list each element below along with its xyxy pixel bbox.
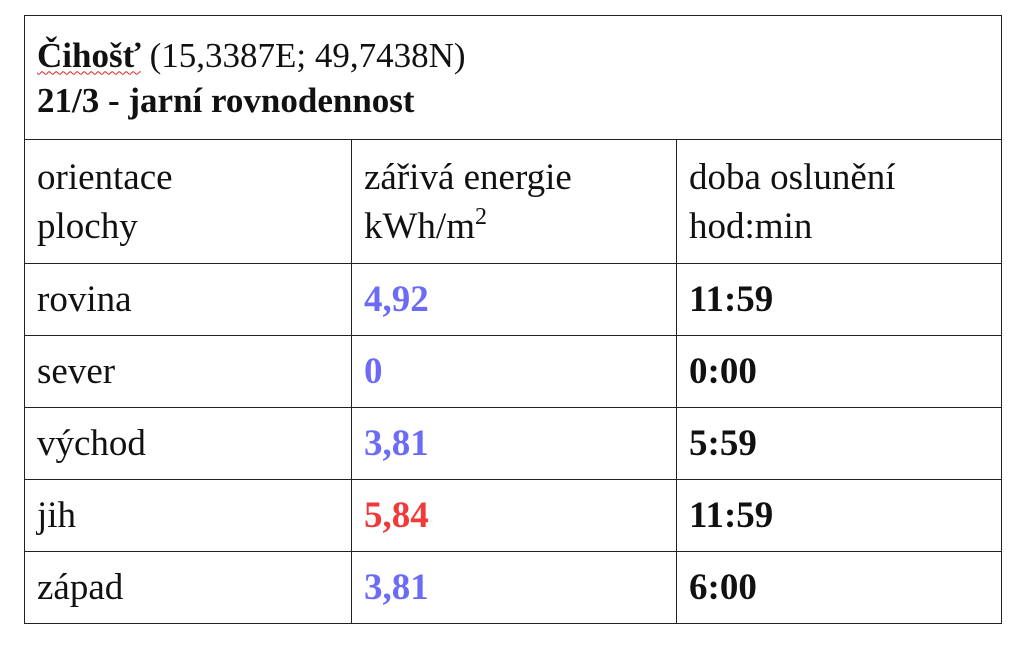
header-text: kWh/m xyxy=(364,205,475,247)
header-cell: zářivá energie kWh/m2 xyxy=(351,139,677,264)
header-text: zářivá energie xyxy=(364,156,572,198)
title-row: Čihošť (15,3387E; 49,7438N) 21/3 - jarní… xyxy=(23,15,1003,140)
superscript: 2 xyxy=(474,203,487,230)
coordinates: (15,3387E; 49,7438N) xyxy=(149,35,466,75)
title-cell: Čihošť (15,3387E; 49,7438N) 21/3 - jarní… xyxy=(23,15,1003,140)
data-row: východ 3,81 5:59 xyxy=(24,407,1003,480)
energy-cell: 3,81 xyxy=(351,551,677,624)
data-row: jih 5,84 11:59 xyxy=(24,479,1003,552)
header-cell: doba oslunění hod:min xyxy=(675,139,1003,264)
orientation-cell: sever xyxy=(24,335,352,408)
place-name: Čihošť xyxy=(37,35,141,75)
header-row: orientace plochy zářivá energie kWh/m2 dob… xyxy=(24,139,1003,264)
duration-cell: 6:00 xyxy=(675,551,1003,624)
data-row: rovina 4,92 11:59 xyxy=(24,263,1003,336)
header-text: orientace xyxy=(37,156,173,198)
header-text: hod:min xyxy=(689,205,813,247)
orientation-cell: západ xyxy=(24,551,352,624)
orientation-cell: jih xyxy=(24,479,352,552)
orientation-cell: východ xyxy=(24,407,352,480)
subtitle: 21/3 - jarní rovnodennost xyxy=(37,80,415,120)
duration-cell: 0:00 xyxy=(675,335,1003,408)
energy-cell: 3,81 xyxy=(351,407,677,480)
duration-cell: 11:59 xyxy=(675,263,1003,336)
data-row: sever 0 0:00 xyxy=(24,335,1003,408)
duration-cell: 5:59 xyxy=(675,407,1003,480)
orientation-cell: rovina xyxy=(24,263,352,336)
data-row: západ 3,81 6:00 xyxy=(24,551,1003,624)
duration-cell: 11:59 xyxy=(675,479,1003,552)
energy-cell: 4,92 xyxy=(351,263,677,336)
energy-cell: 5,84 xyxy=(351,479,677,552)
data-table: Čihošť (15,3387E; 49,7438N) 21/3 - jarní… xyxy=(23,15,1003,624)
header-text: doba oslunění xyxy=(689,156,896,198)
header-cell: orientace plochy xyxy=(24,139,352,264)
energy-cell: 0 xyxy=(351,335,677,408)
header-text: plochy xyxy=(37,205,138,247)
